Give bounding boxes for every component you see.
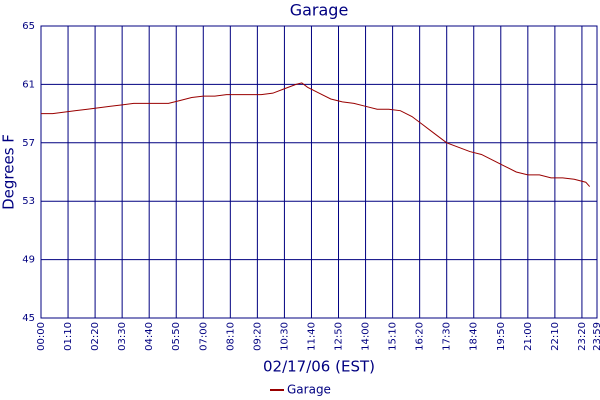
x-tick-label: 22:10 xyxy=(550,322,561,351)
x-tick-label: 10:30 xyxy=(279,322,290,351)
x-tick-label: 05:50 xyxy=(171,322,182,351)
x-tick-label: 11:40 xyxy=(306,322,317,351)
x-tick-label: 12:50 xyxy=(334,322,345,351)
legend-label: Garage xyxy=(287,383,331,397)
x-tick-label: 23:20 xyxy=(577,322,588,351)
y-tick-label: 45 xyxy=(22,313,35,324)
data-line xyxy=(41,82,591,187)
x-tick-label: 14:00 xyxy=(361,322,372,351)
x-axis-label: 02/17/06 (EST) xyxy=(263,358,375,376)
plot-border xyxy=(40,25,598,319)
y-axis-label: Degrees F xyxy=(0,134,18,210)
x-tick-label: 08:10 xyxy=(225,322,236,351)
x-tick-label: 21:00 xyxy=(523,322,534,351)
y-tick-label: 49 xyxy=(22,255,35,266)
x-tick-label: 00:00 xyxy=(36,322,47,351)
x-tick-label: 03:30 xyxy=(117,322,128,351)
x-tick-label: 23:59 xyxy=(592,322,600,351)
x-tick-label: 16:20 xyxy=(415,322,426,351)
y-tick-label: 53 xyxy=(22,196,35,207)
x-tick-label: 07:00 xyxy=(198,322,209,351)
y-tick-label: 57 xyxy=(22,138,35,149)
x-tick-label: 17:30 xyxy=(442,322,453,351)
x-tick-label: 15:10 xyxy=(388,322,399,351)
y-tick-label: 61 xyxy=(22,79,35,90)
x-tick-label: 04:40 xyxy=(144,322,155,351)
x-tick-label: 18:40 xyxy=(469,322,480,351)
y-tick-label: 65 xyxy=(22,21,35,32)
x-tick-label: 09:20 xyxy=(252,322,263,351)
x-tick-label: 02:20 xyxy=(90,322,101,351)
chart-title: Garage xyxy=(290,1,349,20)
x-tick-label: 01:10 xyxy=(63,322,74,351)
x-tick-label: 19:50 xyxy=(496,322,507,351)
